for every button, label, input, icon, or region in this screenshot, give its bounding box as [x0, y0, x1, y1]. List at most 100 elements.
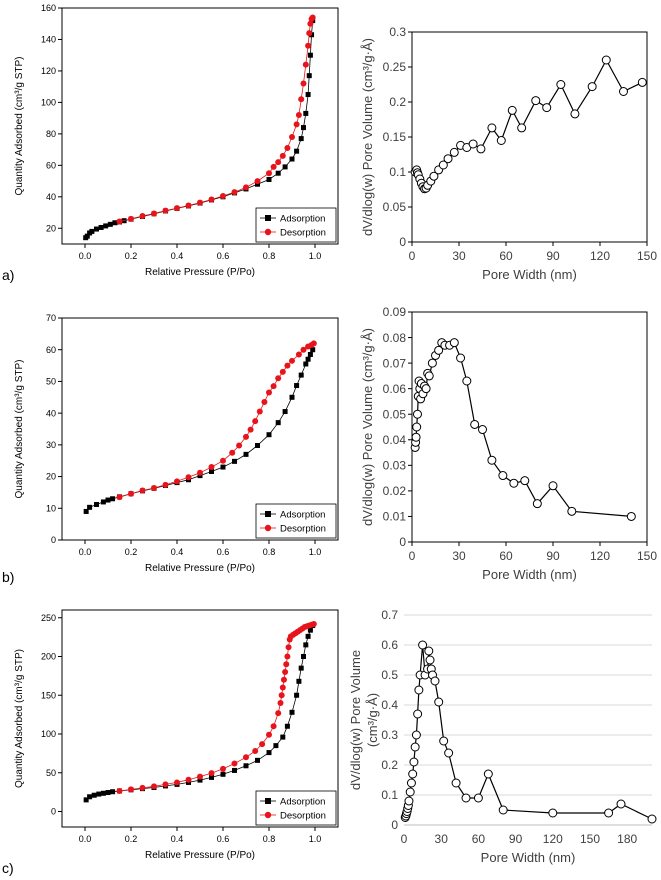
data-point: [310, 347, 316, 353]
data-point: [532, 499, 542, 509]
x-tick-label: 0.0: [79, 251, 92, 261]
x-tick-label: 120: [543, 832, 563, 846]
data-point: [139, 212, 146, 219]
x-axis-title: Relative Pressure (P/Po): [145, 563, 255, 574]
data-point: [89, 228, 95, 234]
legend-label: Adsorption: [280, 510, 325, 521]
data-point: [208, 770, 215, 777]
data-point: [247, 426, 254, 433]
y-axis-title-line: dV/dlog(w) Pore Volume: [348, 650, 363, 790]
series-line: [414, 341, 632, 517]
data-point: [139, 487, 146, 494]
y-tick-label: 0.1: [389, 165, 406, 179]
data-point: [289, 134, 295, 141]
x-axis-title: Relative Pressure (P/Po): [145, 850, 255, 861]
y-tick-label: 0.05: [383, 407, 407, 421]
plot-frame: [61, 609, 339, 828]
series-line: [119, 343, 315, 498]
data-point: [637, 77, 647, 87]
data-point: [231, 760, 238, 767]
chart-b-psd: 0 30 60 90 120 150 0 0.01 0.02 0.03 0.04 0.05 0.06 0.…: [360, 305, 657, 582]
data-point: [542, 103, 552, 113]
chart-c-psd: 0 30 60 90 120 150 180 0 0.1 0.2 0.3 0.4 0.5 0.6 0.7 Po…: [348, 608, 657, 865]
data-point: [462, 376, 472, 386]
x-tick-label: 0.8: [263, 251, 276, 261]
data-point: [305, 92, 311, 98]
data-point: [449, 147, 459, 157]
data-point: [277, 700, 284, 706]
data-point: [174, 779, 180, 786]
data-point: [443, 154, 453, 164]
legend-label: Desorption: [280, 228, 326, 239]
data-point: [308, 16, 315, 23]
y-tick-label: 160: [41, 3, 56, 13]
data-point: [305, 633, 311, 639]
data-point: [278, 692, 285, 699]
data-point: [306, 30, 313, 37]
data-point: [298, 665, 304, 671]
x-tick-label: 0.6: [217, 834, 230, 844]
legend-marker: [265, 215, 271, 221]
panel-label-a: a): [2, 267, 14, 283]
y-tick-label: 200: [41, 652, 56, 662]
legend-marker: [265, 798, 271, 804]
data-point: [449, 338, 459, 348]
data-point: [279, 368, 286, 375]
data-point: [289, 156, 295, 162]
data-point: [266, 170, 272, 177]
data-point: [174, 478, 180, 485]
y-tick-label: 150: [41, 690, 56, 700]
y-axis-title: Quantity Adsorbed (cm³/g STP): [14, 57, 25, 196]
legend-label: Desorption: [280, 811, 326, 822]
data-point: [307, 351, 313, 357]
legend-marker: [264, 811, 272, 819]
data-point: [232, 767, 237, 773]
y-tick-label: 60: [46, 345, 56, 355]
data-point: [434, 697, 444, 707]
legend-label: Adsorption: [280, 214, 325, 225]
y-tick-label: 40: [46, 408, 56, 418]
data-point: [307, 52, 313, 58]
y-tick-label: 0.03: [383, 459, 407, 473]
x-tick-label: 60: [472, 832, 486, 846]
panel-label-b: b): [2, 569, 14, 585]
data-point: [139, 784, 146, 791]
data-point: [105, 497, 111, 503]
data-point: [94, 501, 99, 507]
data-point: [128, 490, 134, 497]
data-point: [556, 80, 566, 89]
series-line: [119, 17, 314, 222]
y-tick-label: 70: [46, 313, 56, 323]
data-point: [295, 111, 302, 118]
y-tick-label: 20: [46, 472, 56, 482]
data-point: [162, 781, 169, 788]
data-point: [434, 345, 444, 355]
data-point: [468, 139, 478, 149]
chart-b-isotherm: 0.0 0.2 0.4 0.6 0.8 1.0 0 10 20 30 40 50 60 70 Relativ…: [14, 313, 339, 574]
y-tick-label: 30: [46, 440, 56, 450]
data-point: [116, 218, 123, 225]
data-point: [284, 362, 291, 369]
data-point: [456, 353, 466, 363]
data-point: [255, 442, 260, 448]
data-point: [275, 420, 281, 426]
series-line: [404, 644, 653, 820]
y-tick-label: 0.7: [381, 608, 398, 622]
data-point: [520, 476, 530, 486]
y-axis-title: dV/dlog(w) Pore Volume (cm³/g·Å): [348, 650, 380, 790]
y-axis-title: dV/dlog(w) Pore Volume (cm³/g·Å): [360, 328, 375, 526]
data-point: [478, 425, 487, 435]
x-tick-label: 0.4: [171, 547, 184, 557]
data-point: [266, 432, 272, 438]
y-tick-label: 140: [41, 35, 56, 45]
x-tick-label: 0.8: [263, 834, 276, 844]
data-point: [438, 160, 448, 170]
data-point: [275, 170, 281, 176]
y-tick-label: 0.02: [383, 484, 407, 498]
chart-a-psd: 0 30 60 90 120 150 0 0.05 0.1 0.15 0.2 0.25 0.3 Pore …: [360, 25, 657, 282]
data-point: [301, 125, 306, 131]
y-tick-label: 20: [46, 223, 56, 233]
data-point: [409, 757, 419, 767]
data-point: [413, 709, 423, 719]
x-tick-label: 0.4: [171, 251, 184, 261]
